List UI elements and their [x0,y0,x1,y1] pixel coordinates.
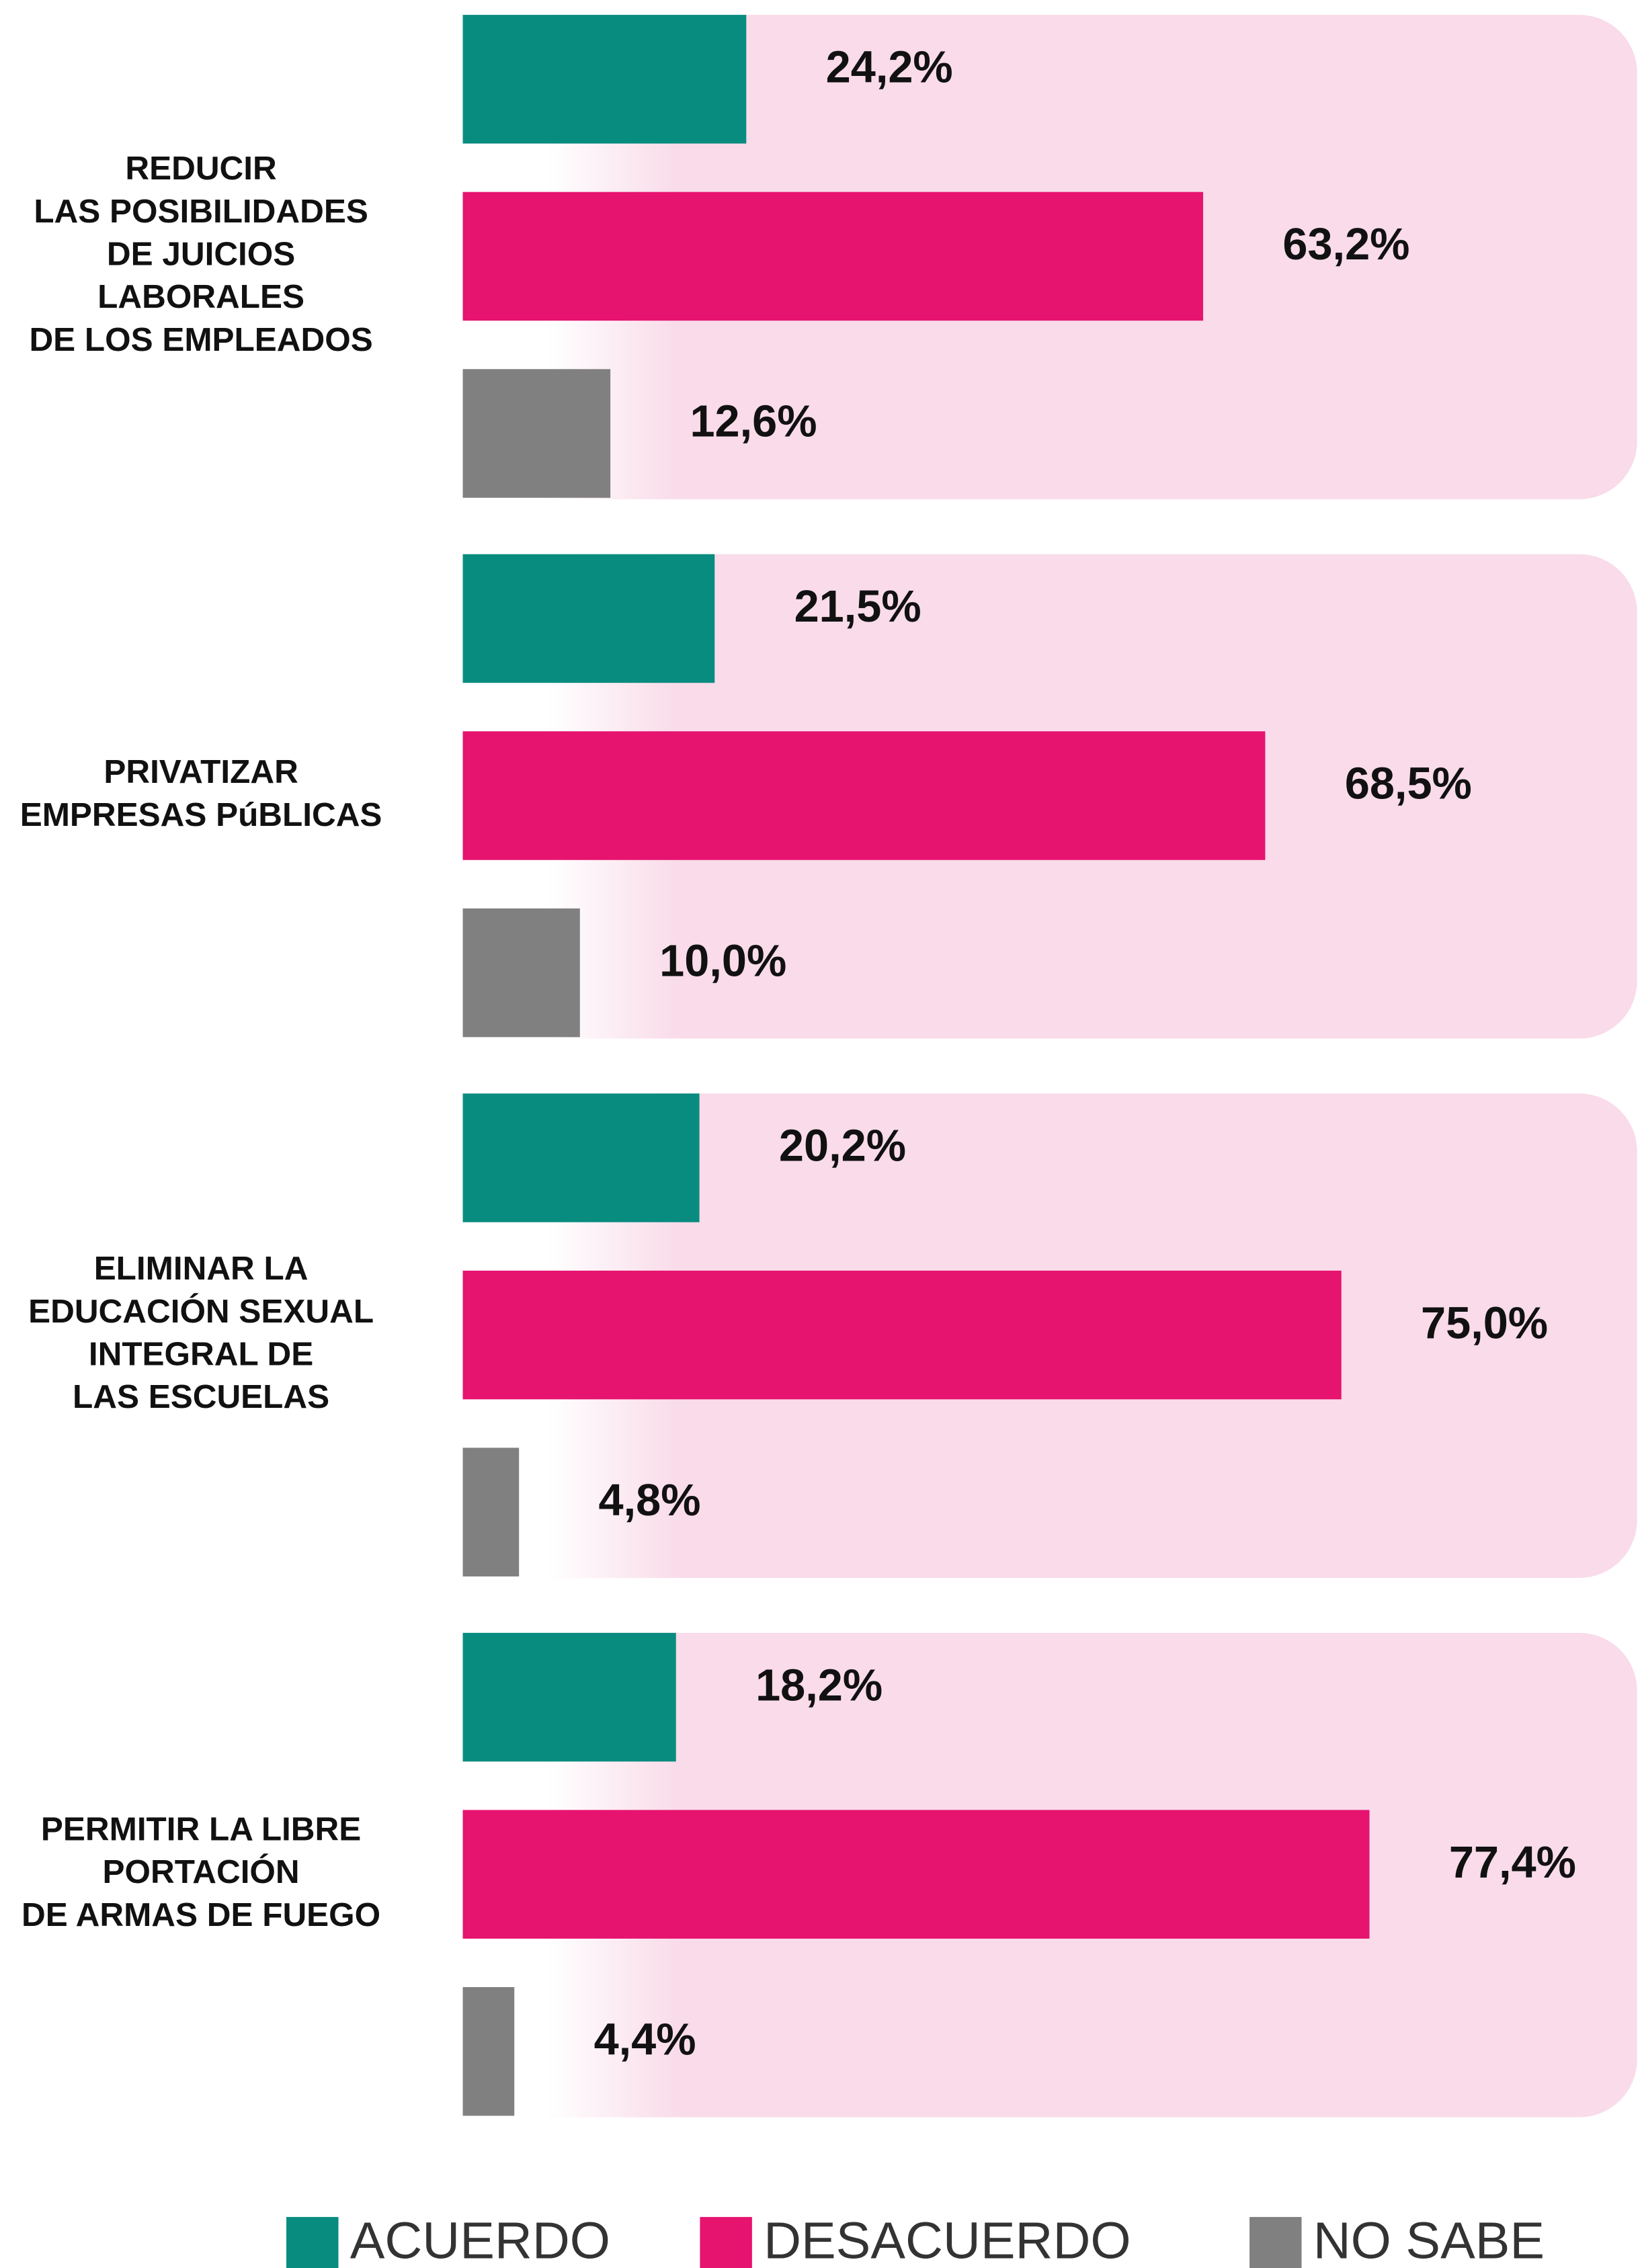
bar [462,369,611,498]
value-label: 4,4% [594,2015,696,2064]
value-label: 12,6% [690,397,817,447]
bar [462,908,580,1038]
bar [462,1093,700,1222]
legend-swatch [700,2217,752,2268]
category-label: PORTACIÓN [103,1853,300,1890]
bar [462,1986,515,2116]
bar [462,554,715,683]
value-label: 10,0% [659,936,786,986]
category-label: PERMITIR LA LIBRE [41,1811,361,1848]
bar [462,1270,1342,1400]
legend-label: DESACUERDO [764,2212,1131,2268]
value-label: 20,2% [779,1122,906,1171]
legend-swatch [1249,2217,1302,2268]
category-label: LAS POSIBILIDADES [34,193,368,230]
category-label: EMPRESAS PúBLICAS [20,796,382,833]
category-label: LAS ESCUELAS [73,1378,329,1415]
bar [462,1632,676,1762]
value-label: 4,8% [599,1476,701,1525]
category-label: REDUCIR [125,150,276,187]
category-label: INTEGRAL DE [89,1336,313,1373]
bar [462,1447,520,1577]
category-label: DE ARMAS DE FUEGO [22,1896,380,1933]
value-label: 24,2% [826,43,953,93]
value-label: 18,2% [755,1661,883,1710]
bar [462,731,1266,860]
category-label: ELIMINAR LA [94,1250,309,1287]
value-label: 68,5% [1345,759,1472,809]
bar [462,192,1204,321]
legend-label: NO SABE [1313,2212,1545,2268]
category-label: PRIVATIZAR [104,753,298,790]
value-label: 77,4% [1449,1838,1576,1888]
legend-label: ACUERDO [350,2212,610,2268]
bar [462,1810,1370,1939]
category-label: DE JUICIOS [107,236,295,273]
bar [462,15,747,144]
value-label: 21,5% [794,582,921,632]
category-label: DE LOS EMPLEADOS [29,321,372,358]
category-label: EDUCACIÓN SEXUAL [28,1292,374,1330]
legend-swatch [286,2217,339,2268]
category-label: LABORALES [97,278,304,315]
value-label: 75,0% [1421,1298,1548,1348]
value-label: 63,2% [1282,220,1409,269]
